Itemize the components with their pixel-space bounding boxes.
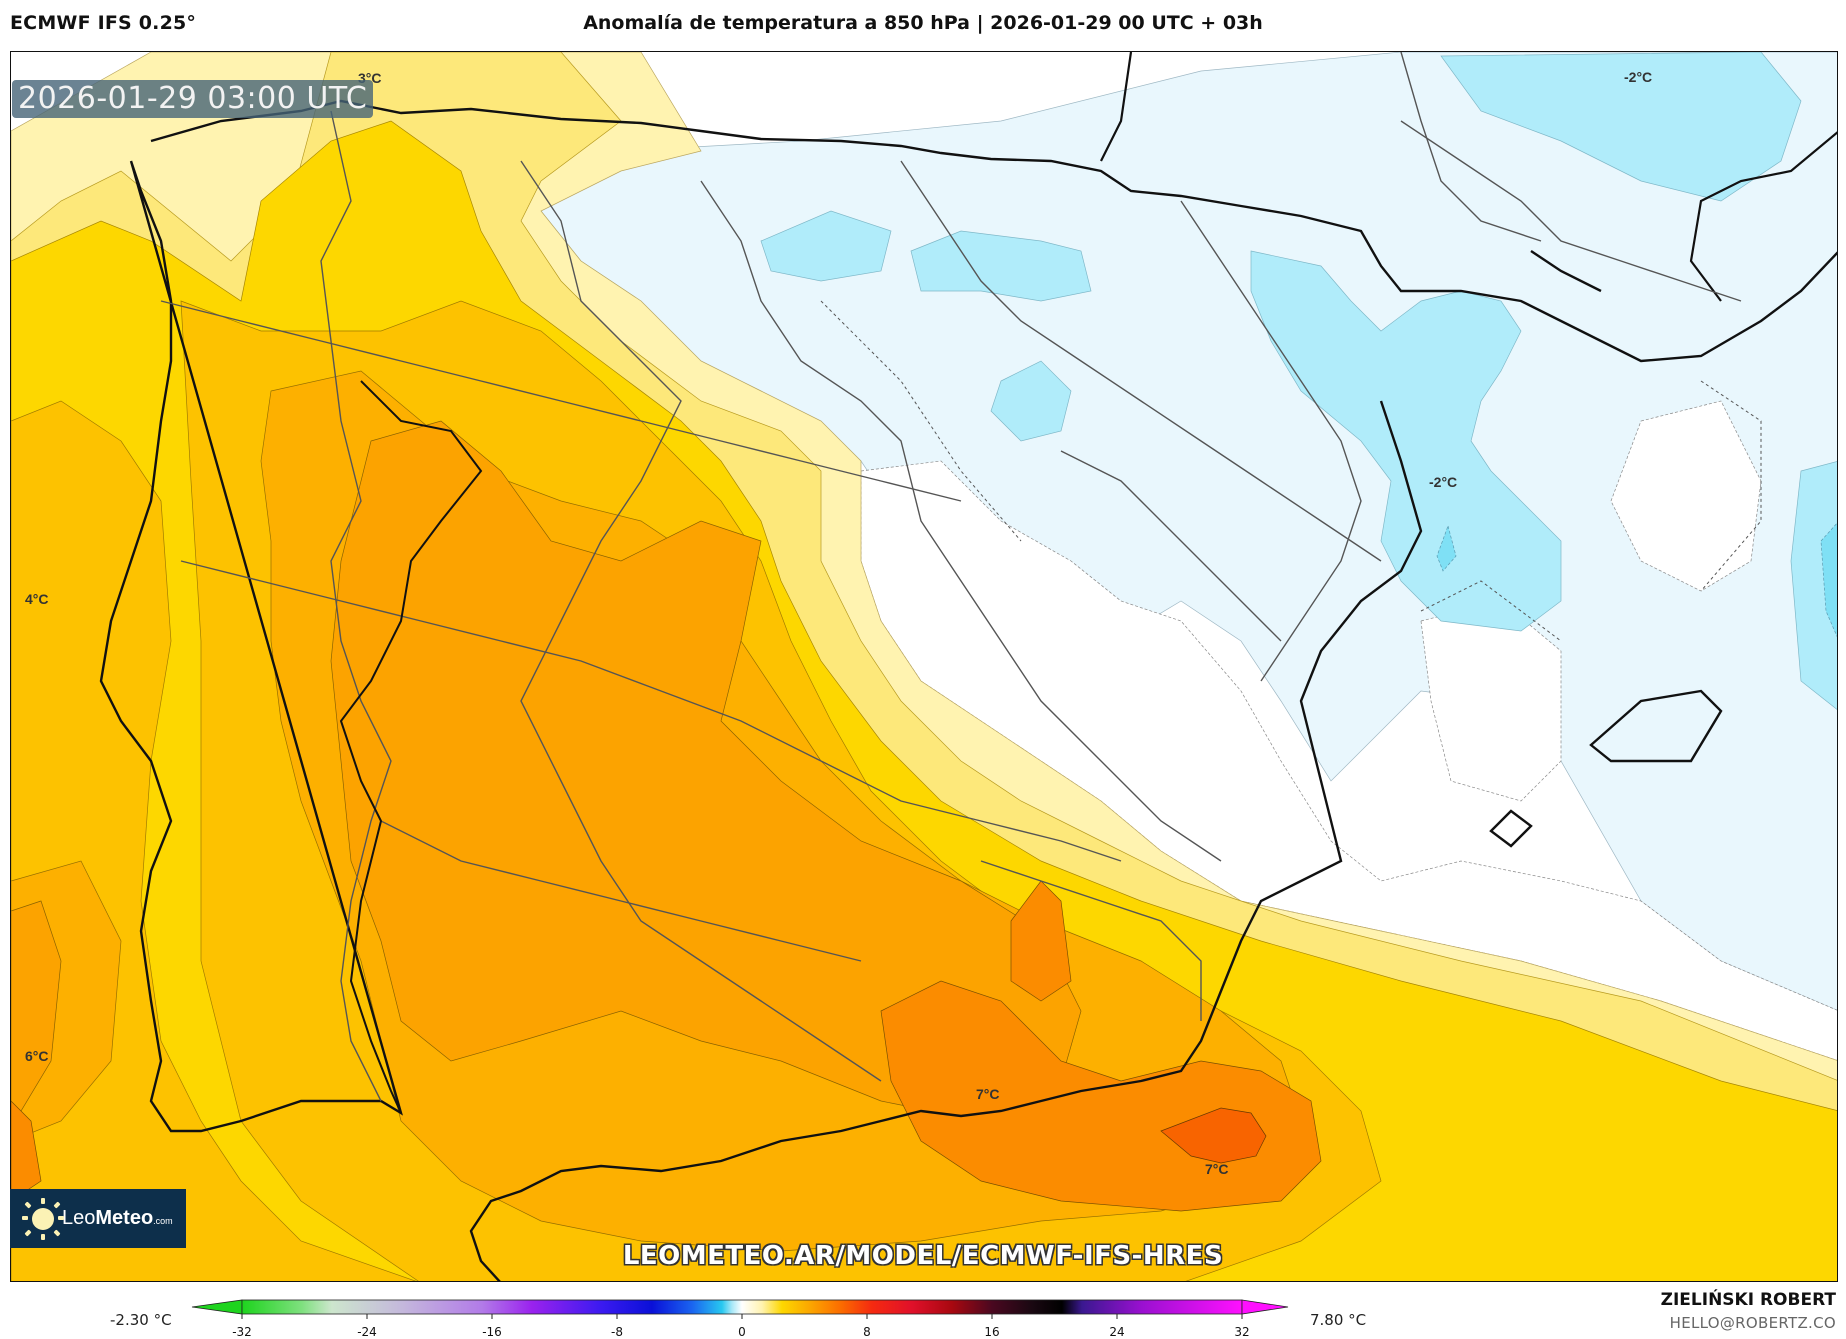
source-url-watermark: LEOMETEO.AR/MODEL/ECMWF-IFS-HRES <box>622 1241 1224 1271</box>
author-email: HELLO@ROBERTZ.CO <box>1669 1314 1836 1332</box>
colorbar-tick: 0 <box>738 1325 746 1339</box>
contour-fill-blue-mid <box>1440 52 1802 202</box>
country-border <box>339 380 483 1114</box>
region-borders <box>160 52 1742 1102</box>
leometeo-logo: LeoMeteo.com <box>10 1189 186 1248</box>
maritime-boundaries <box>820 300 1762 642</box>
contour-label: -2°C <box>1624 69 1653 85</box>
coastline <box>99 99 1837 1281</box>
contour-fill-red-orange <box>1160 1107 1267 1164</box>
map-panel: 3°C -2°C 4°C -2°C 6°C 7°C 7°C <box>10 51 1838 1282</box>
contour-label: 6°C <box>25 1048 49 1064</box>
colorbar-tick: -32 <box>232 1325 252 1339</box>
logo-text: LeoMeteo.com <box>62 1207 173 1229</box>
colorbar-max-label: 7.80 °C <box>1310 1311 1367 1329</box>
contour-label: 7°C <box>1205 1161 1229 1177</box>
colorbar-min-label: -2.30 °C <box>110 1311 172 1329</box>
colorbar-tick: 24 <box>1109 1325 1125 1339</box>
contour-label: 7°C <box>976 1086 1000 1102</box>
model-title: ECMWF IFS 0.25° <box>10 12 197 34</box>
colorbar-tick: -24 <box>357 1325 377 1339</box>
chart-title: Anomalía de temperatura a 850 hPa | 2026… <box>583 12 1263 34</box>
sun-icon <box>22 1197 64 1240</box>
valid-time-overlay: 2026-01-29 03:00 UTC <box>12 80 374 118</box>
contour-label: -2°C <box>1429 474 1458 490</box>
temperature-anomaly-map <box>11 52 1837 1281</box>
author-name: ZIELIŃSKI ROBERT <box>1660 1290 1836 1310</box>
contour-label: 4°C <box>25 591 49 607</box>
colorbar-tick: 16 <box>984 1325 1000 1339</box>
colorbar-tick: 8 <box>863 1325 871 1339</box>
colorbar-tick: -16 <box>482 1325 502 1339</box>
colorbar-ticks: -32 -24 -16 -8 0 8 16 24 32 <box>0 1325 1846 1339</box>
colorbar-tick: 32 <box>1234 1325 1250 1339</box>
colorbar-tick: -8 <box>611 1325 623 1339</box>
